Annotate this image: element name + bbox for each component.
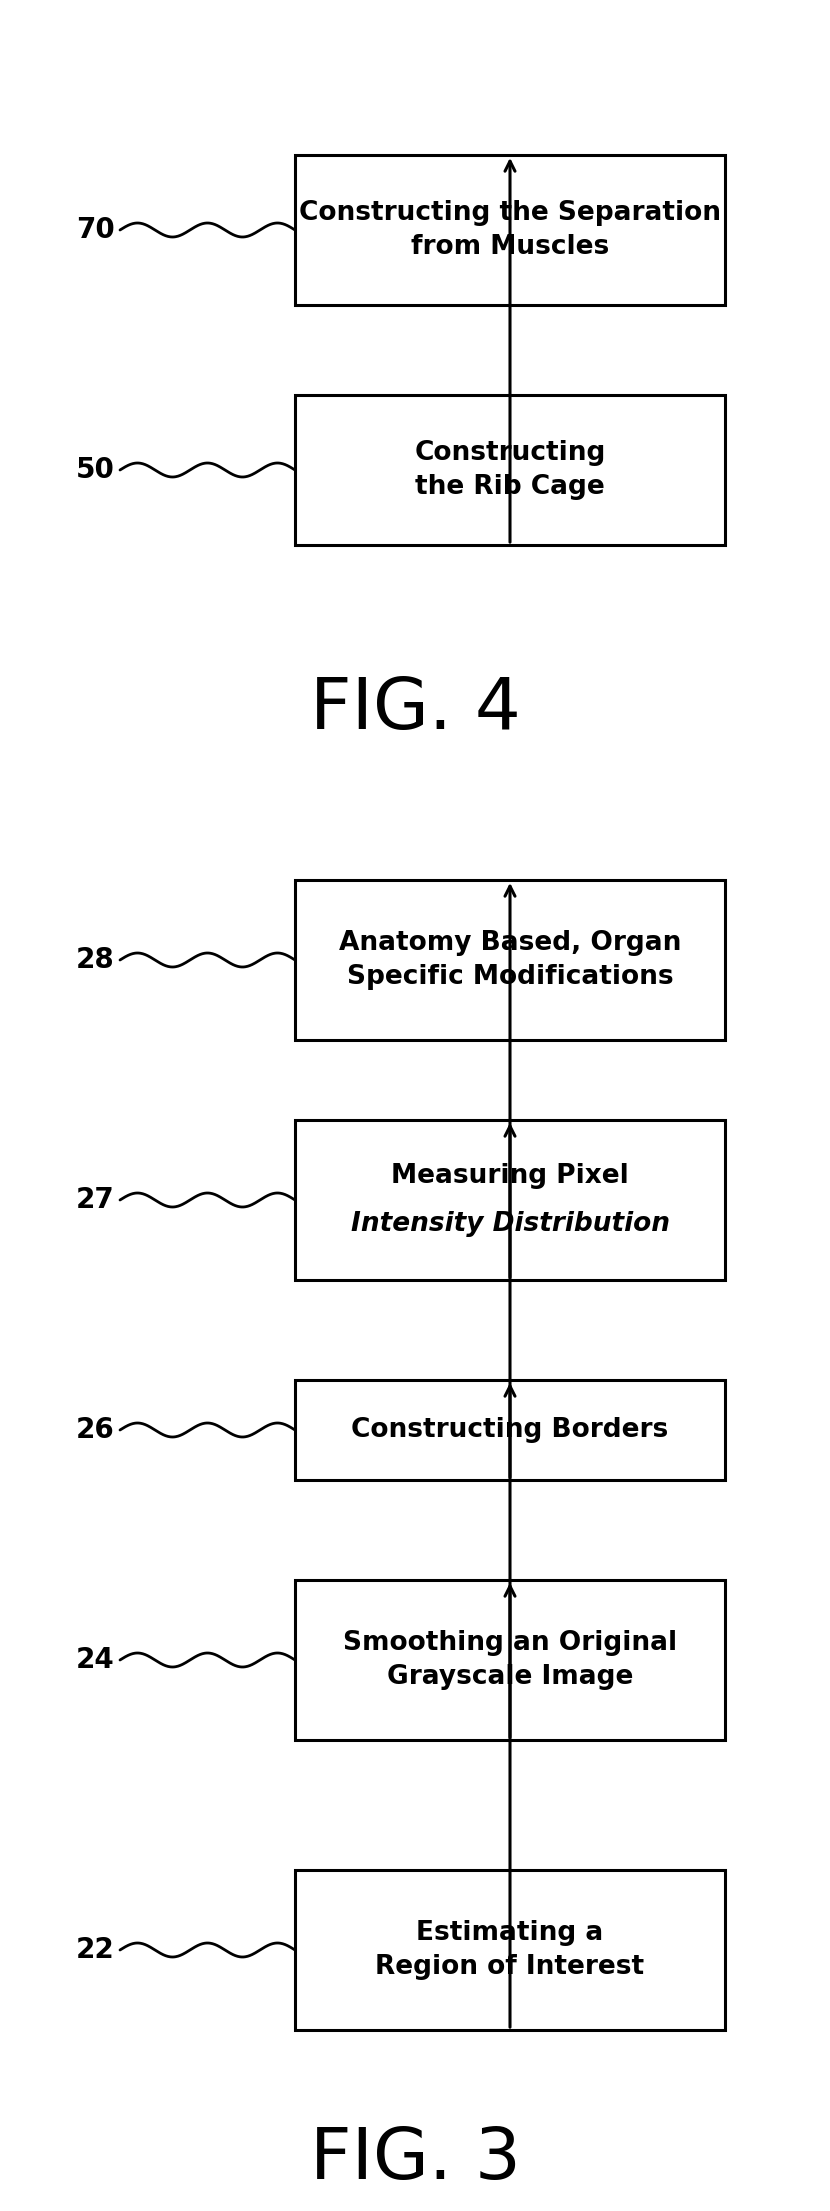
Bar [295, 1380, 725, 1479]
Bar [295, 396, 725, 544]
Text: Smoothing an Original
Grayscale Image: Smoothing an Original Grayscale Image [343, 1630, 677, 1689]
Text: Constructing Borders: Constructing Borders [351, 1417, 669, 1444]
Text: 50: 50 [76, 455, 115, 484]
Text: Estimating a
Region of Interest: Estimating a Region of Interest [375, 1921, 645, 1979]
Text: 22: 22 [76, 1937, 115, 1963]
Bar [295, 1581, 725, 1740]
Bar [295, 1871, 725, 2030]
Text: 26: 26 [76, 1415, 115, 1444]
Text: Measuring Pixel: Measuring Pixel [391, 1163, 629, 1190]
Text: 28: 28 [76, 946, 115, 975]
Text: Constructing the Separation
from Muscles: Constructing the Separation from Muscles [299, 201, 721, 259]
Text: 24: 24 [76, 1645, 115, 1674]
Text: Constructing
the Rib Cage: Constructing the Rib Cage [414, 440, 606, 500]
Bar [295, 155, 725, 305]
Text: Intensity Distribution: Intensity Distribution [350, 1212, 670, 1236]
Text: Anatomy Based, Organ
Specific Modifications: Anatomy Based, Organ Specific Modificati… [339, 931, 681, 991]
Bar [295, 1121, 725, 1280]
Bar [295, 880, 725, 1039]
Text: 70: 70 [76, 217, 115, 243]
Text: 27: 27 [76, 1185, 115, 1214]
Text: FIG. 3: FIG. 3 [310, 2125, 520, 2196]
Text: FIG. 4: FIG. 4 [310, 677, 520, 745]
